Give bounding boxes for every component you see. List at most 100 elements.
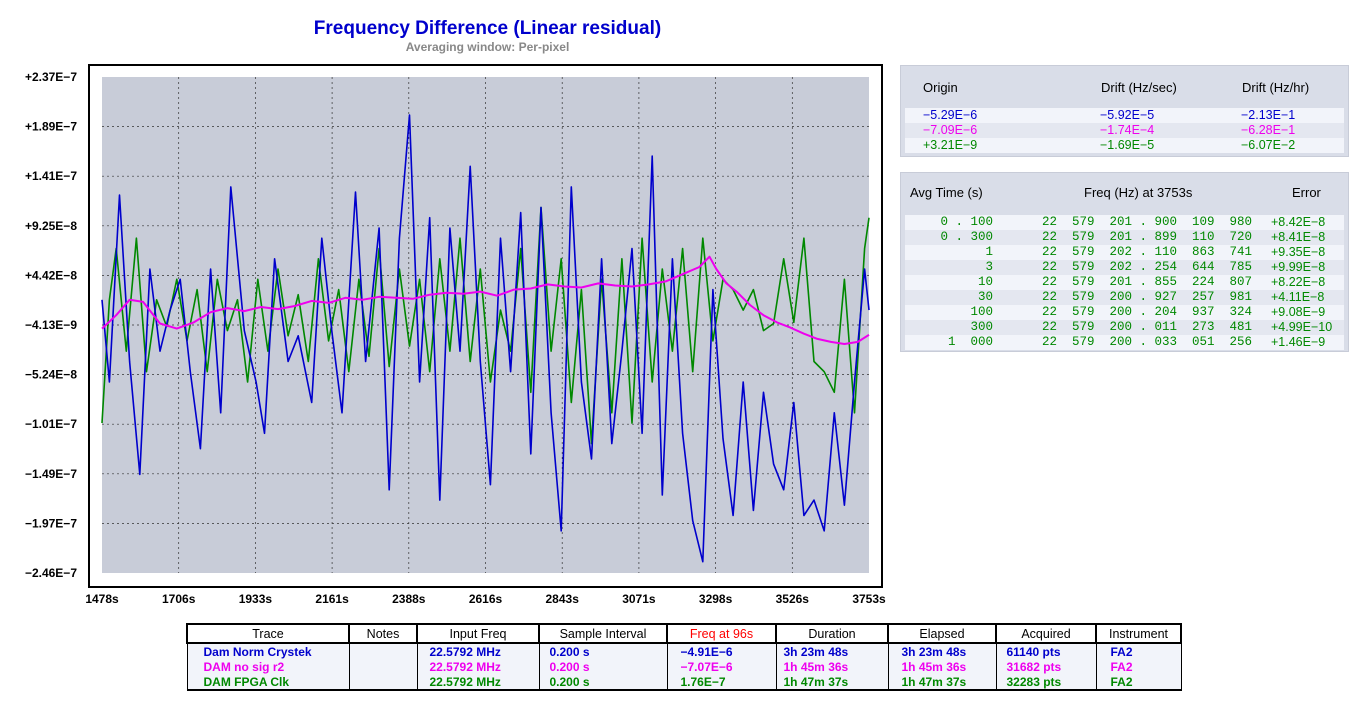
col-instrument: Instrument bbox=[1095, 623, 1182, 644]
trace-elapsed: 1h 45m 36s bbox=[887, 659, 997, 674]
avg-row: 3 22 579 202 . 254 644 785 +9.99E−8 bbox=[905, 260, 1344, 275]
x-tick-label: 2388s bbox=[392, 592, 426, 606]
avg-error-value: +9.99E−8 bbox=[1271, 260, 1326, 274]
avg-error-value: +8.42E−8 bbox=[1271, 215, 1326, 229]
avg-row: 1 22 579 202 . 110 863 741 +9.35E−8 bbox=[905, 245, 1344, 260]
chart-title: Frequency Difference (Linear residual) bbox=[313, 18, 662, 39]
trace-name: DAM no sig r2 bbox=[186, 659, 350, 674]
avg-time-value: 0 . 100 bbox=[940, 215, 993, 229]
avg-header-error: Error bbox=[1292, 185, 1321, 200]
avg-time-value: 1 000 bbox=[947, 335, 993, 349]
trace-notes bbox=[348, 643, 418, 659]
avg-time-value: 1 bbox=[985, 245, 993, 259]
series-line-dam-norm-crystek bbox=[101, 114, 870, 563]
avg-freq-value: 22 579 201 . 899 110 720 bbox=[1042, 230, 1253, 244]
avg-freq-value: 22 579 202 . 110 863 741 bbox=[1042, 245, 1253, 259]
y-tick-label: −1.01E−7 bbox=[25, 417, 77, 431]
y-tick-label: −4.13E−9 bbox=[25, 318, 77, 332]
trace-acquired: 31682 pts bbox=[995, 659, 1097, 674]
trace-sample-interval: 0.200 s bbox=[538, 643, 668, 659]
trace-elapsed: 3h 23m 48s bbox=[887, 643, 997, 659]
trace-elapsed: 1h 47m 37s bbox=[887, 674, 997, 691]
trace-sample-interval: 0.200 s bbox=[538, 674, 668, 691]
trace-freq-at-96s: 1.76E−7 bbox=[666, 674, 777, 691]
trace-row[interactable]: DAM no sig r2 22.5792 MHz 0.200 s −7.07E−6 1… bbox=[186, 659, 1182, 674]
x-tick-label: 1706s bbox=[162, 592, 196, 606]
trace-notes bbox=[348, 674, 418, 691]
trace-row[interactable]: Dam Norm Crystek 22.5792 MHz 0.200 s −4.91E… bbox=[186, 643, 1182, 659]
avg-time-value: 3 bbox=[985, 260, 993, 274]
col-notes: Notes bbox=[348, 623, 418, 644]
y-tick-label: −5.24E−8 bbox=[25, 368, 77, 382]
x-tick-label: 3753s bbox=[852, 592, 886, 606]
trace-input-freq: 22.5792 MHz bbox=[416, 659, 540, 674]
frequency-plot[interactable]: +2.37E−7 +1.89E−7 +1.41E−7 +9.25E−8 +4.42E−8… bbox=[0, 0, 1366, 610]
x-tick-label: 2843s bbox=[546, 592, 580, 606]
drift-origin: −5.29E−6 bbox=[923, 108, 978, 122]
avg-header-freq: Freq (Hz) at 3753s bbox=[1084, 185, 1193, 200]
x-tick-label: 1933s bbox=[239, 592, 273, 606]
x-tick-label: 3298s bbox=[699, 592, 733, 606]
avg-freq-value: 22 579 201 . 855 224 807 bbox=[1042, 275, 1253, 289]
col-trace: Trace bbox=[186, 623, 350, 644]
trace-name: DAM FPGA Clk bbox=[186, 674, 350, 691]
x-tick-label: 2161s bbox=[315, 592, 349, 606]
y-tick-label: +1.41E−7 bbox=[25, 169, 77, 183]
trace-instrument: FA2 bbox=[1095, 674, 1182, 691]
trace-duration: 1h 47m 37s bbox=[775, 674, 889, 691]
trace-input-freq: 22.5792 MHz bbox=[416, 674, 540, 691]
avg-time-value: 100 bbox=[970, 305, 993, 319]
avg-error-value: +4.99E−10 bbox=[1271, 320, 1333, 334]
x-tick-labels: 1478s 1706s 1933s 2161s 2388s 2616s 2843s 3071s… bbox=[85, 592, 886, 606]
drift-row: −5.29E−6 −5.92E−5 −2.13E−1 bbox=[905, 108, 1344, 123]
drift-hz-hr: −2.13E−1 bbox=[1241, 108, 1296, 122]
avg-time-value: 30 bbox=[977, 290, 993, 304]
trace-instrument: FA2 bbox=[1095, 643, 1182, 659]
trace-instrument: FA2 bbox=[1095, 659, 1182, 674]
avg-row: 30 22 579 200 . 927 257 981 +4.11E−8 bbox=[905, 290, 1344, 305]
y-tick-labels: +2.37E−7 +1.89E−7 +1.41E−7 +9.25E−8 +4.42E−8… bbox=[25, 70, 77, 580]
col-input-freq: Input Freq bbox=[416, 623, 540, 644]
avg-header-time: Avg Time (s) bbox=[910, 185, 983, 200]
avg-time-value: 10 bbox=[977, 275, 993, 289]
avg-error-value: +8.22E−8 bbox=[1271, 275, 1326, 289]
avg-time-value: 0 . 300 bbox=[940, 230, 993, 244]
chart-subtitle: Averaging window: Per-pixel bbox=[405, 40, 570, 54]
drift-header-origin: Origin bbox=[923, 80, 958, 95]
y-tick-label: −1.97E−7 bbox=[25, 516, 77, 530]
avg-row: 300 22 579 200 . 011 273 481 +4.99E−10 bbox=[905, 320, 1344, 335]
series-line-dam-fpga-clk bbox=[101, 206, 870, 445]
avg-error-value: +1.46E−9 bbox=[1271, 335, 1326, 349]
col-sample-interval: Sample Interval bbox=[538, 623, 668, 644]
y-tick-label: −2.46E−7 bbox=[25, 566, 77, 580]
col-duration: Duration bbox=[775, 623, 889, 644]
y-tick-label: +9.25E−8 bbox=[25, 219, 77, 233]
x-tick-label: 2616s bbox=[469, 592, 503, 606]
avg-time-panel: Avg Time (s) Freq (Hz) at 3753s Error 0 … bbox=[900, 172, 1349, 352]
drift-header-hz-hr: Drift (Hz/hr) bbox=[1242, 80, 1310, 95]
trace-duration: 1h 45m 36s bbox=[775, 659, 889, 674]
drift-row: +3.21E−9 −1.69E−5 −6.07E−2 bbox=[905, 138, 1344, 153]
avg-freq-value: 22 579 200 . 927 257 981 bbox=[1042, 290, 1253, 304]
y-tick-label: −1.49E−7 bbox=[25, 467, 77, 481]
drift-panel: Origin Drift (Hz/sec) Drift (Hz/hr) −5.2… bbox=[900, 65, 1349, 157]
col-elapsed: Elapsed bbox=[887, 623, 997, 644]
x-tick-label: 3071s bbox=[622, 592, 656, 606]
avg-freq-value: 22 579 201 . 900 109 980 bbox=[1042, 215, 1253, 229]
avg-error-value: +4.11E−8 bbox=[1271, 290, 1325, 304]
trace-acquired: 32283 pts bbox=[995, 674, 1097, 691]
trace-duration: 3h 23m 48s bbox=[775, 643, 889, 659]
series-lines bbox=[101, 114, 870, 563]
trace-sample-interval: 0.200 s bbox=[538, 659, 668, 674]
col-freq-at-96s[interactable]: Freq at 96s bbox=[666, 623, 777, 644]
drift-header-hz-sec: Drift (Hz/sec) bbox=[1101, 80, 1177, 95]
drift-hz-sec: −5.92E−5 bbox=[1100, 108, 1155, 122]
series-line-dam-no-sig-r2 bbox=[101, 255, 870, 345]
drift-row: −7.09E−6 −1.74E−4 −6.28E−1 bbox=[905, 123, 1344, 138]
avg-time-value: 300 bbox=[970, 320, 993, 334]
trace-row[interactable]: DAM FPGA Clk 22.5792 MHz 0.200 s 1.76E−7 1h … bbox=[186, 674, 1182, 691]
drift-origin: +3.21E−9 bbox=[923, 138, 978, 152]
avg-error-value: +9.35E−8 bbox=[1271, 245, 1326, 259]
avg-row: 100 22 579 200 . 204 937 324 +9.08E−9 bbox=[905, 305, 1344, 320]
x-tick-label: 3526s bbox=[776, 592, 810, 606]
